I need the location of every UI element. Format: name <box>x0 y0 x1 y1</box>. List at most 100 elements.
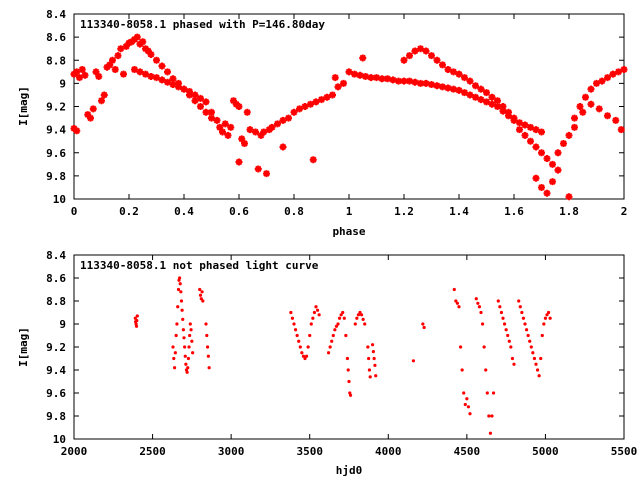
data-point <box>301 103 309 110</box>
data-point <box>560 140 567 147</box>
data-point <box>417 45 424 53</box>
data-point <box>384 75 391 83</box>
data-point <box>290 316 295 320</box>
data-point <box>76 74 83 82</box>
data-point <box>178 282 182 286</box>
data-point <box>455 86 463 94</box>
data-point <box>509 345 513 349</box>
data-point <box>187 345 191 349</box>
data-point <box>122 42 130 50</box>
data-point <box>485 391 489 395</box>
data-point <box>221 120 229 128</box>
data-point <box>186 356 190 361</box>
data-point <box>103 63 111 71</box>
y-tick-label: 9 <box>59 318 66 331</box>
data-point <box>289 310 293 315</box>
data-point <box>334 324 339 328</box>
y-tick-label: 9.4 <box>46 364 66 377</box>
data-point <box>444 66 452 73</box>
data-point <box>84 111 92 119</box>
data-point <box>201 299 205 303</box>
data-point <box>571 123 578 131</box>
data-point <box>499 310 504 315</box>
data-point <box>355 316 359 320</box>
data-point <box>158 62 166 70</box>
data-point <box>477 305 482 309</box>
data-point <box>312 310 317 315</box>
data-point <box>346 368 350 372</box>
x-tick-label: 2 <box>621 205 628 218</box>
unphased-light-curve-panel: 2000 2500 3000 3500 4000 4500 5000 5500 8.48.68… <box>17 249 637 477</box>
data-point <box>496 299 500 303</box>
x-tick-label: 0.8 <box>284 205 304 218</box>
data-point <box>172 366 177 370</box>
data-point <box>173 351 177 355</box>
y-tick-label: 9.2 <box>46 341 66 354</box>
data-point <box>136 68 144 76</box>
data-point <box>428 81 435 89</box>
x-tick-label: 1.2 <box>394 205 414 218</box>
data-point <box>532 126 540 134</box>
x-axis-ticks: 0 0.2 0.4 0.6 0.8 1 1.2 1.4 1.6 1.8 2 <box>71 14 628 218</box>
data-point <box>147 72 155 80</box>
data-point <box>538 149 545 157</box>
data-point <box>188 333 192 338</box>
x-tick-label: 0.4 <box>174 205 194 218</box>
data-point <box>70 124 78 132</box>
data-point <box>526 333 530 338</box>
data-point <box>78 66 86 73</box>
data-point <box>309 322 313 326</box>
x-tick-label: 3000 <box>218 445 245 458</box>
data-point <box>330 339 334 343</box>
data-point <box>290 108 298 116</box>
data-point <box>512 362 516 366</box>
data-point <box>190 339 194 343</box>
data-point <box>317 313 321 317</box>
data-point <box>367 74 375 82</box>
data-point <box>466 91 474 99</box>
data-point <box>542 322 546 326</box>
data-point <box>527 137 534 145</box>
data-point <box>172 356 176 361</box>
data-point <box>274 120 281 128</box>
data-point <box>545 313 549 317</box>
data-point <box>176 287 181 292</box>
data-point <box>378 75 386 83</box>
data-point <box>521 131 529 139</box>
data-point <box>582 93 589 101</box>
data-point <box>206 354 210 358</box>
data-point <box>176 305 180 309</box>
data-point <box>490 414 494 418</box>
data-point <box>164 68 171 76</box>
data-point <box>92 68 100 76</box>
data-point <box>595 105 603 113</box>
data-point <box>348 393 353 397</box>
data-point <box>186 366 190 370</box>
data-point <box>342 316 346 320</box>
data-point <box>227 123 235 131</box>
data-point <box>462 391 466 395</box>
data-point <box>488 100 496 108</box>
data-point <box>232 100 240 108</box>
data-point <box>153 74 160 82</box>
data-point <box>455 301 460 305</box>
data-point <box>507 339 511 343</box>
data-point <box>389 76 397 84</box>
y-axis-label: I[mag] <box>17 327 30 367</box>
data-point <box>518 305 522 309</box>
y-tick-label: 8.4 <box>46 249 66 262</box>
data-point <box>466 77 474 85</box>
data-point <box>501 316 505 320</box>
data-point <box>293 328 298 332</box>
data-point <box>89 105 97 113</box>
data-point <box>521 121 529 129</box>
data-point <box>539 356 543 361</box>
data-point <box>411 47 419 55</box>
data-point <box>304 354 309 358</box>
data-point <box>181 317 185 321</box>
data-point <box>609 70 617 78</box>
y-tick-label: 8.6 <box>46 272 66 285</box>
data-point <box>199 297 203 301</box>
data-point <box>604 74 611 82</box>
